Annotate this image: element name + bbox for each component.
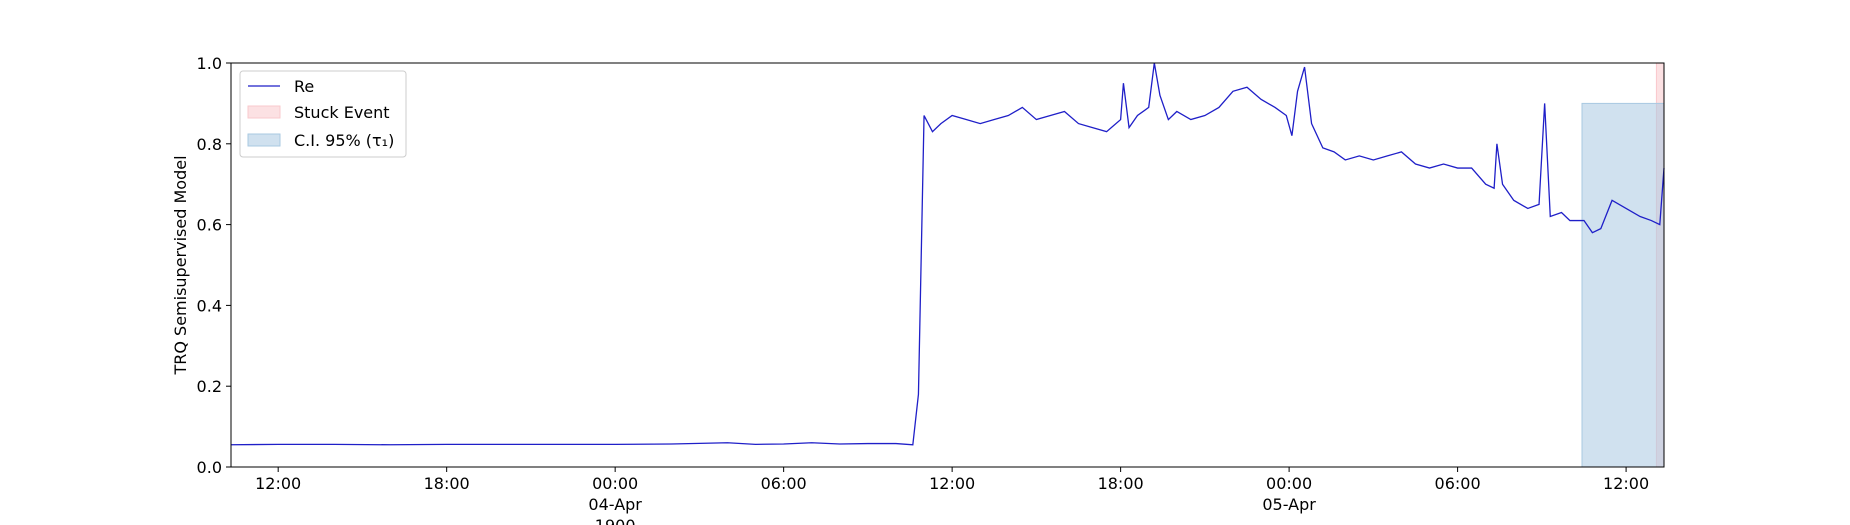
x-tick-label: 00:00 05-Apr xyxy=(1262,474,1316,514)
legend-label: Stuck Event xyxy=(294,103,390,122)
plot-frame xyxy=(230,62,1665,468)
y-tick-label: 0.4 xyxy=(197,296,222,315)
x-tick-label: 12:00 xyxy=(255,474,301,493)
y-axis-label: TRQ Semisupervised Model xyxy=(171,155,190,375)
x-tick-label: 18:00 xyxy=(1098,474,1144,493)
y-tick-label: 0.0 xyxy=(197,458,222,477)
legend-swatch xyxy=(247,105,281,119)
x-tick-label: 06:00 xyxy=(1435,474,1481,493)
y-tick-label: 0.2 xyxy=(197,377,222,396)
x-tick-label: 06:00 xyxy=(761,474,807,493)
legend-box xyxy=(239,70,407,158)
legend-label: Re xyxy=(294,77,314,96)
x-tick-label: 12:00 xyxy=(1603,474,1649,493)
line xyxy=(230,62,1665,446)
y-tick-label: 0.6 xyxy=(197,216,222,235)
y-tick-label: 0.8 xyxy=(197,135,222,154)
y-tick-label: 1.0 xyxy=(197,54,222,73)
x-tick-label: 12:00 xyxy=(929,474,975,493)
x-tick-label: 18:00 xyxy=(424,474,470,493)
legend-label: C.I. 95% (τ₁) xyxy=(294,131,394,150)
span xyxy=(1581,102,1665,468)
legend: Re Stuck Event C.I. 95% (τ₁) xyxy=(239,70,407,158)
legend-swatch xyxy=(247,133,281,147)
